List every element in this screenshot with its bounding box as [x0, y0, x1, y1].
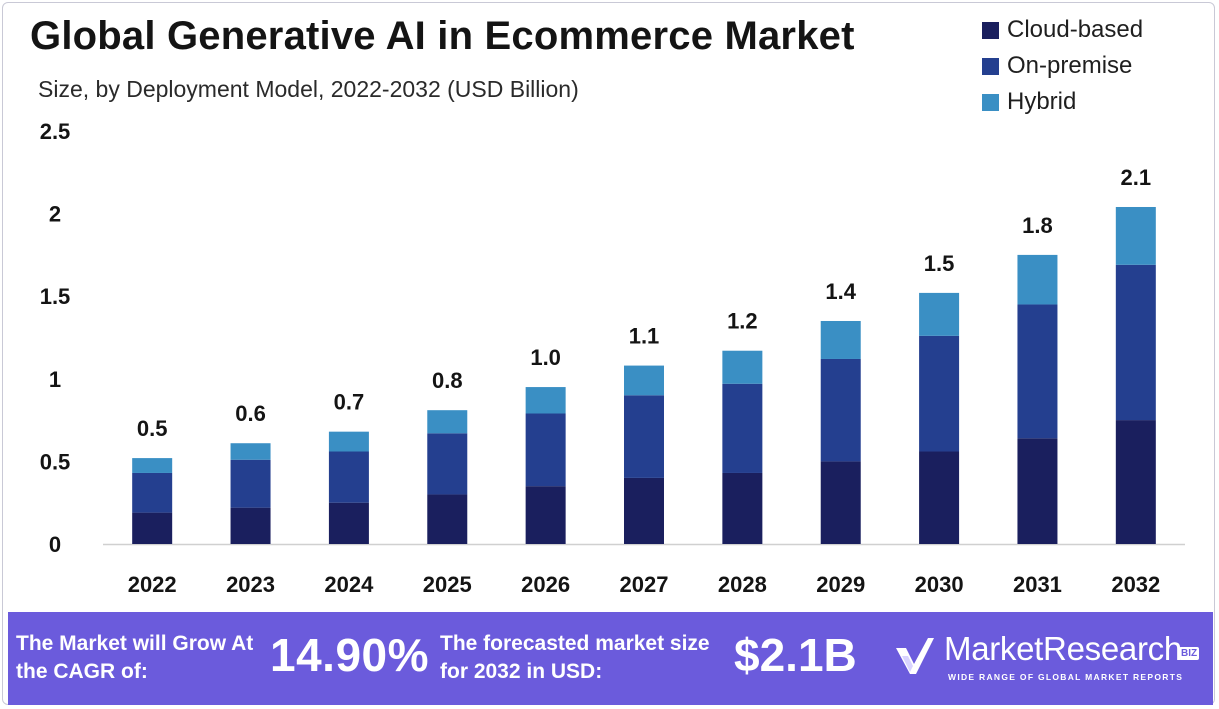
bar-segment-cloud-based	[624, 477, 664, 544]
bar-segment-cloud-based	[132, 512, 173, 544]
legend-item-hybrid: Hybrid	[982, 84, 1143, 120]
legend-label-cloud-based: Cloud-based	[1007, 16, 1144, 43]
x-tick-label: 2032	[1111, 572, 1160, 597]
bar-total-label: 0.8	[432, 368, 463, 393]
bar-segment-hybrid	[624, 365, 664, 396]
y-tick-label: 2	[49, 202, 61, 227]
bar-segment-on-premise	[624, 395, 664, 478]
bar-segment-on-premise	[919, 335, 960, 452]
bar-segment-cloud-based	[1017, 438, 1058, 544]
bar-segment-hybrid	[722, 350, 763, 384]
forecast-value: $2.1B	[734, 629, 857, 681]
bar-segment-cloud-based	[525, 486, 566, 544]
legend-label-hybrid: Hybrid	[1007, 88, 1077, 115]
x-tick-label: 2024	[324, 572, 374, 597]
forecast-text: The forecasted market size for 2032 in U…	[440, 632, 710, 683]
bar-total-label: 0.6	[235, 401, 266, 426]
bar-segment-cloud-based	[722, 472, 763, 544]
bar-segment-hybrid	[132, 458, 173, 473]
stacked-bar-chart: 0 0.5 1 1.5 2 2.5 0.5 2022 0.6 2023 0.7 2024 0.8 2025…	[40, 119, 1185, 597]
bar-total-label: 1.0	[530, 345, 561, 370]
legend-swatch-hybrid	[982, 93, 999, 111]
brand-biz-badge: BIZ	[1179, 647, 1200, 660]
x-tick-label: 2022	[128, 572, 177, 597]
chart-title: Global Generative AI in Ecommerce Market	[30, 14, 855, 58]
y-tick-label: 0.5	[40, 449, 71, 474]
bar-total-label: 1.1	[629, 324, 660, 349]
y-tick-label: 1	[49, 367, 61, 392]
bar-segment-on-premise	[427, 433, 468, 495]
bar-segment-cloud-based	[230, 507, 271, 544]
x-tick-label: 2023	[226, 572, 275, 597]
brand-logo: MarketResearch BIZ WIDE RANGE OF GLOBAL …	[892, 630, 1210, 690]
x-tick-label: 2031	[1013, 572, 1062, 597]
bar-segment-on-premise	[132, 472, 173, 513]
bar-segment-cloud-based	[328, 502, 369, 544]
bar-total-label: 1.8	[1022, 213, 1053, 238]
x-tick-label: 2029	[816, 572, 865, 597]
x-tick-label: 2025	[423, 572, 472, 597]
footer-banner: The Market will Grow At the CAGR of: 14.…	[8, 612, 1213, 705]
y-tick-label: 0	[49, 532, 61, 557]
bar-total-label: 0.7	[334, 390, 365, 415]
bar-segment-on-premise	[230, 459, 271, 508]
legend-label-on-premise: On-premise	[1007, 52, 1133, 79]
bar-total-label: 0.5	[137, 416, 168, 441]
cagr-value: 14.90%	[270, 629, 430, 681]
checkmark-logo-icon	[896, 638, 934, 674]
bar-segment-on-premise	[1017, 304, 1058, 439]
bar-segment-cloud-based	[1115, 420, 1156, 544]
legend-swatch-cloud-based	[982, 21, 999, 39]
x-tick-label: 2028	[718, 572, 767, 597]
bar-segment-on-premise	[1115, 264, 1156, 421]
cagr-text: The Market will Grow At the CAGR of:	[16, 632, 254, 683]
bar-segment-hybrid	[328, 431, 369, 452]
bar-total-label: 1.5	[924, 251, 955, 276]
y-tick-label: 2.5	[40, 119, 71, 144]
bar-segment-hybrid	[1017, 254, 1058, 305]
legend-swatch-on-premise	[982, 57, 999, 75]
bar-segment-hybrid	[525, 387, 566, 414]
bar-total-label: 1.2	[727, 309, 758, 334]
chart-subtitle: Size, by Deployment Model, 2022-2032 (US…	[38, 76, 579, 102]
bar-segment-hybrid	[820, 320, 861, 359]
bar-segment-on-premise	[525, 413, 566, 487]
bar-segment-hybrid	[919, 292, 960, 336]
bar-segment-hybrid	[1115, 206, 1156, 265]
legend-item-on-premise: On-premise	[982, 48, 1143, 84]
bar-segment-cloud-based	[820, 461, 861, 544]
legend: Cloud-based On-premise Hybrid	[982, 12, 1143, 120]
x-tick-label: 2030	[915, 572, 964, 597]
legend-item-cloud-based: Cloud-based	[982, 12, 1143, 48]
bar-segment-cloud-based	[919, 451, 960, 544]
bar-segment-on-premise	[820, 358, 861, 462]
bar-segment-cloud-based	[427, 494, 468, 544]
x-tick-label: 2026	[521, 572, 570, 597]
bar-segment-hybrid	[427, 410, 468, 434]
brand-name: MarketResearch	[944, 630, 1182, 667]
bar-total-label: 2.1	[1121, 165, 1152, 190]
bar-segment-hybrid	[230, 443, 271, 460]
bar-segment-on-premise	[328, 451, 369, 503]
y-tick-label: 1.5	[40, 284, 71, 309]
bar-total-label: 1.4	[825, 279, 856, 304]
x-tick-label: 2027	[620, 572, 669, 597]
brand-tagline: WIDE RANGE OF GLOBAL MARKET REPORTS	[948, 672, 1184, 682]
bar-segment-on-premise	[722, 383, 763, 473]
